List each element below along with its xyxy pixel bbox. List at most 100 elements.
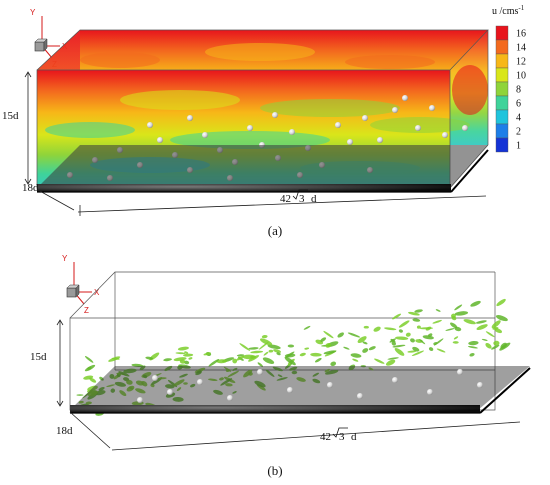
vortex-blob bbox=[177, 346, 189, 351]
vortex-blob bbox=[348, 364, 356, 371]
vortex-blob bbox=[145, 356, 154, 360]
legend-title: u /cms-1 bbox=[492, 4, 525, 17]
vortex-blob bbox=[284, 353, 296, 358]
dimensions-a bbox=[24, 71, 487, 216]
vortex-blob bbox=[157, 377, 167, 380]
legend-swatches bbox=[495, 25, 509, 153]
vortex-blob bbox=[135, 388, 146, 394]
vortex-blob bbox=[78, 400, 84, 404]
vortex-blob bbox=[422, 335, 434, 340]
vortex-blob bbox=[416, 325, 421, 329]
legend-level-label: 2 bbox=[516, 127, 521, 138]
vortex-blob bbox=[453, 336, 459, 340]
vortex-blob bbox=[362, 348, 369, 353]
vortex-blob bbox=[398, 329, 403, 333]
vortex-blob bbox=[303, 325, 311, 330]
vortex-blob bbox=[363, 325, 369, 329]
legend-level-label: 10 bbox=[516, 71, 526, 82]
vortex-blob bbox=[89, 377, 97, 383]
vortex-blob bbox=[374, 358, 385, 364]
vortex-blob bbox=[114, 381, 126, 387]
vortex-blob bbox=[118, 371, 130, 377]
vortex-blob bbox=[343, 346, 350, 350]
vortex-blob bbox=[284, 356, 296, 366]
vortex-blob bbox=[227, 370, 239, 378]
legend-level-label: 1 bbox=[516, 141, 521, 152]
vortex-blob bbox=[142, 374, 148, 379]
vortex-blob bbox=[139, 365, 146, 371]
vortex-blob bbox=[106, 384, 115, 387]
vortex-blob bbox=[299, 352, 306, 357]
vortex-blob bbox=[250, 350, 264, 354]
panel-a: Y X Z bbox=[2, 8, 489, 238]
vortex-blob bbox=[395, 336, 409, 340]
vortex-blob bbox=[232, 391, 237, 394]
vortex-blob bbox=[109, 373, 115, 379]
vortex-blob bbox=[391, 341, 396, 346]
legend-swatch bbox=[495, 53, 509, 69]
vortex-blob bbox=[261, 334, 268, 339]
sqrt-icon bbox=[332, 427, 348, 438]
vortex-blob bbox=[481, 338, 488, 341]
length-suffix: d bbox=[311, 193, 317, 205]
vortex-blob bbox=[289, 366, 298, 371]
vortex-blob bbox=[428, 347, 434, 352]
legend-swatch bbox=[495, 81, 509, 97]
vortex-blob bbox=[454, 304, 463, 311]
legend-swatch bbox=[495, 109, 509, 125]
vortex-blob bbox=[95, 390, 106, 396]
vortex-blob bbox=[392, 313, 402, 320]
vortex-blob bbox=[495, 315, 508, 322]
vortex-blob bbox=[277, 374, 283, 378]
vortex-blob bbox=[452, 341, 459, 344]
colorbar-legend: u /cms-1 16 14 12 10 8 6 4 2 1 bbox=[492, 4, 526, 153]
vortex-blob bbox=[236, 355, 245, 361]
vortex-blob bbox=[172, 396, 184, 402]
vortex-blob bbox=[232, 358, 238, 364]
vortex-blob bbox=[410, 338, 415, 343]
vortex-blob bbox=[225, 383, 233, 387]
sediment-bed-b bbox=[70, 366, 531, 414]
legend-swatch bbox=[495, 137, 509, 153]
vortex-blob bbox=[347, 332, 361, 338]
vortex-blob bbox=[87, 390, 99, 397]
vortex-blob bbox=[337, 332, 344, 338]
vortex-blob bbox=[111, 357, 120, 360]
vortex-blob bbox=[98, 386, 105, 391]
dimensions-b bbox=[56, 319, 521, 451]
vortex-blob bbox=[263, 351, 269, 356]
vortex-blob bbox=[242, 354, 257, 360]
depth-dimension-label: 18d bbox=[22, 182, 39, 194]
vortex-blob bbox=[485, 343, 492, 349]
vortex-blob bbox=[195, 371, 202, 376]
vortex-blob bbox=[314, 357, 322, 363]
vortex-blob bbox=[287, 344, 295, 348]
axis-cube-icon bbox=[34, 41, 45, 52]
vortex-blob bbox=[135, 380, 144, 386]
vortex-blob bbox=[362, 341, 368, 345]
vortex-blob bbox=[500, 342, 508, 349]
vortex-blob bbox=[394, 347, 405, 356]
vortex-blob bbox=[435, 309, 441, 312]
vortex-blob bbox=[350, 353, 362, 358]
vortex-blob bbox=[312, 378, 321, 384]
vortex-blob bbox=[320, 337, 327, 342]
vortex-blob bbox=[491, 320, 501, 329]
vortex-blob bbox=[325, 369, 339, 375]
vortex-blob bbox=[330, 361, 337, 367]
vortex-blob bbox=[284, 362, 293, 369]
vortex-blob bbox=[183, 382, 188, 385]
axis-triad-b: Y X Z bbox=[62, 254, 100, 315]
vortex-blob bbox=[436, 348, 446, 353]
sediment-bed-a bbox=[37, 145, 489, 193]
vortex-blob bbox=[126, 385, 135, 392]
vortex-blob bbox=[165, 384, 175, 389]
vortex-blob bbox=[324, 368, 331, 373]
vortex-blob bbox=[408, 311, 420, 316]
vortex-blob bbox=[475, 320, 487, 324]
vortex-blob bbox=[268, 349, 274, 353]
vortex-blob bbox=[373, 326, 381, 332]
legend-level-label: 8 bbox=[516, 85, 521, 96]
vortex-blob bbox=[236, 354, 245, 357]
vortex-blob bbox=[463, 319, 476, 325]
